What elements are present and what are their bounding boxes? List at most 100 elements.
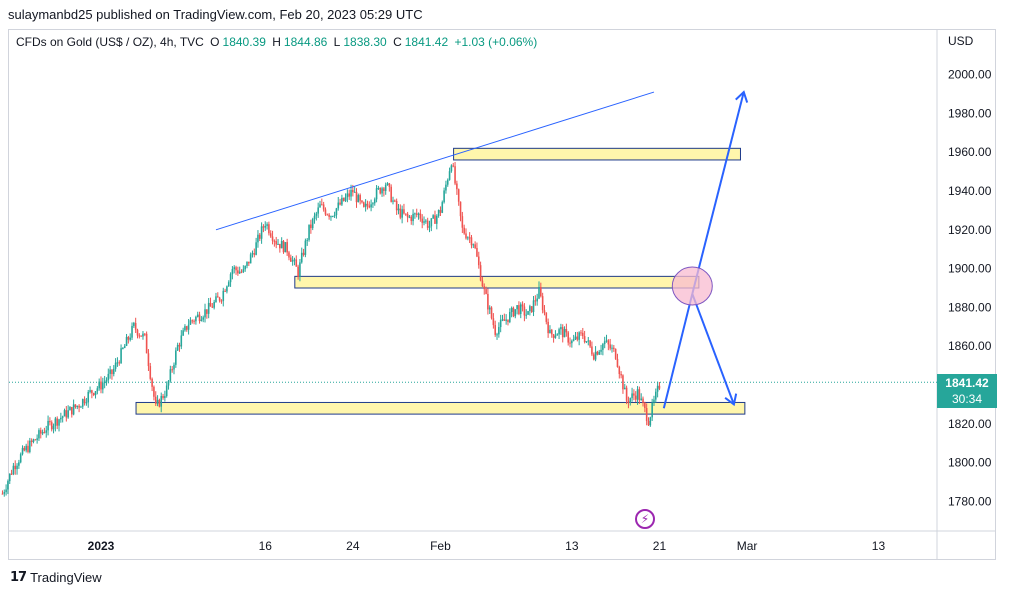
y-tick-label: 1860.00 (948, 339, 992, 353)
candle-body (459, 201, 462, 217)
candle-body (490, 307, 493, 319)
candle-body (618, 366, 621, 375)
candle-body (103, 381, 106, 384)
candle-body (341, 197, 343, 205)
candle-body (322, 204, 325, 210)
chart-frame[interactable] (8, 29, 996, 560)
footer-brand[interactable]: 𝟭𝟳 TradingView (10, 569, 102, 585)
candle-body (634, 395, 637, 400)
open-label: O (210, 35, 220, 49)
candle-body (21, 447, 24, 455)
candle-body (18, 462, 20, 466)
change-value: +1.03 (+0.06%) (454, 35, 538, 49)
candle-body (76, 405, 79, 408)
candle-body (623, 387, 626, 390)
candle-body (211, 306, 214, 308)
candle-body (122, 348, 124, 350)
candle-body (494, 325, 496, 335)
trend-line (215, 91, 655, 231)
candle-body (415, 213, 418, 215)
candle-body (215, 296, 217, 303)
candle-body (3, 492, 6, 494)
candle-body (258, 234, 261, 239)
candle-body (658, 385, 661, 389)
candle-body (425, 220, 427, 222)
candle-body (242, 269, 245, 272)
candle-body (510, 307, 513, 313)
projection-branch-head (724, 393, 738, 407)
candle-body (326, 214, 329, 216)
candle-body (302, 252, 305, 255)
candle-body (191, 320, 194, 322)
candle-body (149, 366, 152, 379)
lightning-icon[interactable]: ⚡ (635, 509, 655, 529)
candle-body (556, 334, 559, 336)
candle-body (569, 342, 571, 344)
candle-body (109, 369, 111, 374)
candle-body (280, 241, 283, 249)
candle-body (611, 347, 613, 349)
candle-body (443, 190, 445, 203)
candle-body (574, 336, 577, 340)
candle-body (363, 202, 365, 207)
y-tick-label: 1800.00 (948, 456, 992, 470)
candle-body (240, 271, 243, 273)
candle-body (304, 240, 307, 255)
candle-body (189, 320, 192, 325)
candle-body (299, 262, 301, 277)
candle-body (34, 439, 37, 441)
candle-body (83, 399, 86, 404)
candle-body (56, 418, 58, 426)
candle-body (399, 208, 402, 218)
candle-body (629, 398, 632, 403)
candle-body (620, 374, 622, 376)
candle-body (594, 351, 597, 360)
candle-body (538, 286, 540, 299)
candle-body (598, 351, 601, 355)
candle-body (162, 395, 164, 398)
candle-body (226, 286, 228, 292)
candle-body (560, 327, 562, 330)
candle-body (395, 200, 398, 211)
candle-body (578, 332, 580, 340)
candle-body (271, 236, 274, 241)
candle-body (49, 420, 51, 423)
candle-body (554, 335, 557, 338)
candle-body (532, 300, 535, 313)
candle-body (185, 326, 188, 330)
candle-body (625, 387, 628, 401)
candle-body (591, 346, 593, 355)
candle-body (541, 296, 544, 311)
candle-body (153, 386, 155, 397)
candle-body (388, 183, 391, 187)
candle-body (87, 391, 90, 403)
candle-body (655, 391, 657, 400)
high-label: H (272, 35, 281, 49)
x-tick-label: 2023 (88, 539, 115, 553)
candle-body (485, 289, 487, 294)
candle-body (105, 380, 108, 382)
candle-body (231, 269, 234, 275)
candle-body (253, 253, 256, 255)
candle-body (246, 261, 248, 266)
footer-brand-label: TradingView (30, 569, 102, 585)
candle-body (19, 454, 22, 463)
candle-body (333, 215, 336, 217)
candle-body (348, 193, 350, 197)
candle-body (169, 369, 172, 381)
candle-body (222, 290, 225, 301)
candle-body (291, 260, 294, 262)
candle-body (227, 282, 230, 287)
candle-body (38, 430, 40, 439)
candle-body (10, 473, 13, 475)
candle-body (1, 493, 4, 495)
candle-body (58, 419, 60, 426)
candle-body (89, 390, 91, 392)
candle-body (377, 187, 380, 189)
candle-body (536, 298, 538, 302)
y-tick-label: 1820.00 (948, 417, 992, 431)
candle-body (384, 184, 387, 191)
candle-body (32, 439, 35, 443)
candle-body (206, 309, 208, 314)
